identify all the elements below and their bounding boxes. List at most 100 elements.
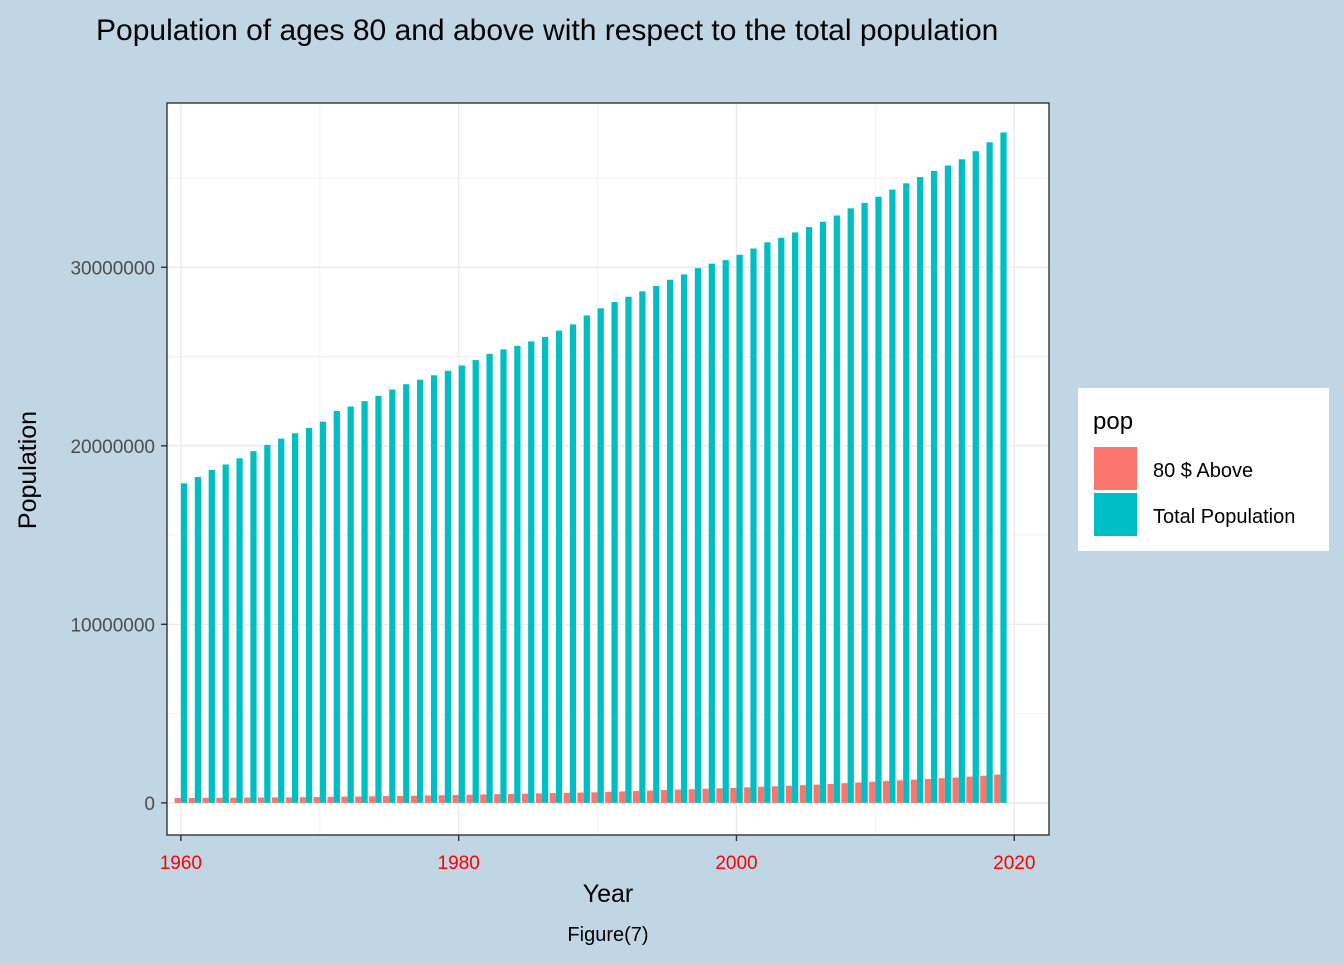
bar-80-above-1989 [577, 792, 584, 803]
bar-80-above-2006 [813, 784, 820, 803]
bar-total-population-1966 [264, 444, 271, 803]
bar-80-above-1984 [507, 793, 515, 803]
bar-total-population-2014 [930, 170, 938, 803]
bar-80-above-1976 [396, 795, 404, 803]
bar-80-above-1985 [521, 793, 529, 803]
bar-80-above-1999 [716, 788, 723, 803]
plot-border [166, 102, 1050, 836]
plot-panel [167, 103, 1049, 835]
figure-caption: Figure(7) [567, 924, 648, 946]
bar-80-above-2018 [980, 775, 987, 803]
bar-total-population-1965 [250, 451, 257, 803]
legend-title: pop [1093, 408, 1133, 435]
bar-total-population-1979 [444, 370, 452, 803]
bar-total-population-1976 [403, 384, 410, 803]
bar-total-population-2017 [972, 151, 979, 803]
bar-80-above-1988 [563, 792, 570, 803]
bar-total-population-1997 [694, 268, 702, 803]
bar-total-population-1970 [319, 421, 327, 803]
bar-80-above-1981 [466, 794, 473, 803]
bar-80-above-1990 [591, 792, 598, 803]
legend: pop 80 $ Above Total Population [1078, 388, 1329, 551]
bar-total-population-2005 [805, 227, 813, 803]
bar-80-above-2008 [841, 783, 848, 803]
bar-total-population-1969 [305, 427, 313, 803]
bar-80-above-2003 [771, 786, 779, 803]
bar-total-population-1977 [417, 379, 424, 803]
bar-80-above-1973 [355, 796, 362, 803]
bar-total-population-1984 [514, 345, 521, 803]
bar-80-above-1974 [369, 796, 376, 803]
y-axis: 0 10000000 20000000 30000000 [70, 258, 167, 815]
bar-total-population-1986 [542, 336, 549, 803]
bar-80-above-1998 [702, 788, 709, 803]
bar-80-above-2005 [799, 785, 806, 803]
bar-80-above-1963 [216, 797, 223, 803]
bar-80-above-2013 [910, 779, 918, 803]
bar-total-population-1993 [639, 291, 646, 803]
bar-80-above-1980 [452, 795, 459, 803]
bar-total-population-2012 [903, 183, 910, 803]
bar-80-above-1986 [535, 793, 543, 803]
bar-total-population-2019 [1000, 132, 1007, 803]
bar-80-above-2007 [827, 783, 834, 803]
bar-80-above-1968 [285, 797, 293, 803]
bar-total-population-1989 [583, 315, 590, 803]
bar-80-above-1962 [202, 797, 209, 803]
bar-80-above-2004 [785, 785, 793, 803]
bar-total-population-1972 [347, 406, 354, 803]
bar-80-above-1996 [674, 789, 681, 803]
bar-total-population-1994 [653, 286, 660, 803]
bar-total-population-1982 [486, 353, 493, 803]
bar-total-population-2008 [847, 208, 854, 803]
bar-total-population-1995 [667, 279, 674, 803]
bar-80-above-1983 [494, 794, 501, 803]
bar-total-population-1983 [500, 349, 507, 803]
bar-total-population-2003 [778, 237, 785, 803]
bar-80-above-1987 [549, 793, 556, 803]
x-tick-label: 2000 [715, 853, 757, 874]
y-tick-label: 30000000 [70, 258, 155, 279]
bar-80-above-2011 [883, 781, 890, 803]
bar-total-population-1964 [236, 458, 243, 803]
bar-80-above-2017 [966, 776, 973, 803]
bar-80-above-1982 [480, 794, 487, 803]
bar-80-above-1972 [341, 796, 348, 803]
bar-total-population-1978 [430, 375, 438, 803]
x-tick-label: 1960 [160, 853, 202, 874]
bar-total-population-2016 [958, 159, 965, 803]
bar-80-above-1964 [230, 797, 237, 803]
bar-total-population-2001 [750, 248, 757, 803]
bar-80-above-1991 [605, 791, 612, 803]
bar-80-above-1966 [257, 797, 265, 803]
bar-80-above-1971 [327, 796, 334, 803]
bar-80-above-2012 [896, 780, 904, 803]
bar-total-population-2015 [944, 165, 952, 803]
bar-total-population-2006 [819, 221, 827, 803]
bar-80-above-2016 [952, 777, 959, 803]
bar-total-population-2010 [875, 196, 882, 803]
bar-80-above-2002 [758, 786, 765, 803]
bar-80-above-2000 [730, 787, 737, 803]
bar-total-population-1963 [222, 464, 229, 803]
bar-total-population-1960 [180, 483, 188, 803]
bar-80-above-2019 [994, 774, 1001, 803]
bar-total-population-1985 [528, 341, 535, 803]
x-axis-label: Year [583, 880, 634, 908]
bar-80-above-1969 [299, 797, 306, 803]
bar-80-above-1960 [174, 798, 181, 803]
bar-80-above-1994 [646, 790, 654, 803]
bar-80-above-1993 [633, 790, 640, 803]
bar-total-population-1975 [389, 389, 396, 803]
bar-80-above-1992 [619, 791, 626, 803]
bars [174, 132, 1007, 803]
bar-80-above-1977 [410, 795, 418, 803]
bar-total-population-2011 [889, 189, 896, 803]
bar-total-population-1961 [194, 477, 202, 803]
x-axis: 1960 1980 2000 2020 [160, 835, 1035, 874]
bar-80-above-1979 [438, 795, 445, 803]
bar-80-above-2015 [938, 778, 945, 803]
bar-total-population-1968 [292, 433, 299, 803]
x-tick-label: 1980 [438, 853, 480, 874]
